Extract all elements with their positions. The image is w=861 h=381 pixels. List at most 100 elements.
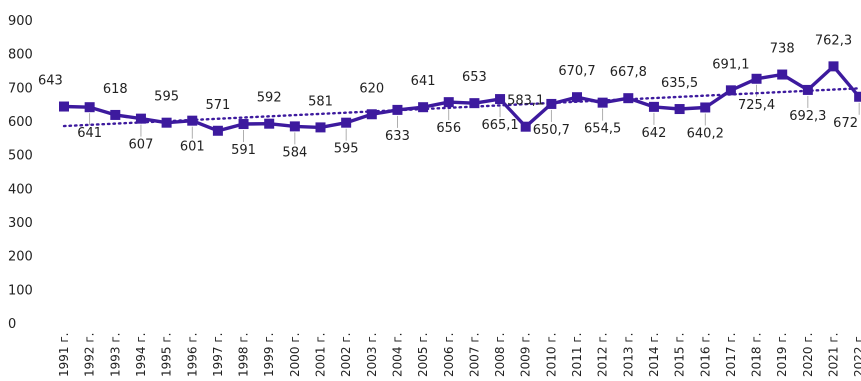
x-tick-label: 1993 г. xyxy=(108,333,122,377)
data-point xyxy=(238,119,249,130)
data-label: 725,4 xyxy=(738,98,775,113)
data-point xyxy=(828,61,839,72)
data-point xyxy=(469,98,480,109)
data-label: 670,7 xyxy=(558,64,595,79)
data-label: 641 xyxy=(411,74,436,89)
data-label: 762,3 xyxy=(815,33,852,48)
y-tick-label: 700 xyxy=(8,81,33,96)
data-label: 642 xyxy=(642,126,667,141)
data-label: 595 xyxy=(334,142,359,157)
data-label: 691,1 xyxy=(712,57,749,72)
data-label: 665,1 xyxy=(481,118,518,133)
data-point xyxy=(546,98,557,109)
series-markers xyxy=(59,61,861,136)
data-point xyxy=(572,92,582,103)
x-tick-label: 2011 г. xyxy=(570,333,584,377)
data-point xyxy=(623,93,634,104)
x-tick-label: 2009 г. xyxy=(519,333,533,377)
x-tick-label: 2004 г. xyxy=(390,333,404,377)
data-point xyxy=(392,104,403,115)
x-tick-label: 1991 г. xyxy=(57,333,71,377)
y-tick-label: 300 xyxy=(8,216,33,231)
x-tick-label: 2003 г. xyxy=(365,333,379,377)
y-tick-label: 400 xyxy=(8,182,33,197)
data-point xyxy=(495,94,506,105)
y-tick-label: 0 xyxy=(8,317,16,332)
data-label: 583,1 xyxy=(507,94,544,109)
x-tick-label: 2016 г. xyxy=(698,333,712,377)
y-tick-label: 900 xyxy=(8,14,33,29)
label-leader-lines xyxy=(89,84,860,145)
x-tick-label: 2000 г. xyxy=(288,333,302,377)
data-point xyxy=(854,91,861,102)
data-label: 654,5 xyxy=(584,122,621,137)
data-label: 656 xyxy=(436,121,461,136)
y-tick-label: 100 xyxy=(8,283,33,298)
data-label: 643 xyxy=(38,74,63,89)
x-tick-label: 1997 г. xyxy=(211,333,225,377)
data-point xyxy=(289,121,300,132)
y-tick-label: 800 xyxy=(8,48,33,63)
x-tick-label: 2021 г. xyxy=(827,333,841,377)
x-tick-label: 1994 г. xyxy=(134,333,148,377)
data-point xyxy=(84,102,95,113)
data-point xyxy=(187,115,198,126)
data-point xyxy=(802,84,813,95)
x-tick-label: 2019 г. xyxy=(775,333,789,377)
data-label: 620 xyxy=(359,81,384,96)
data-label: 595 xyxy=(154,90,179,105)
x-tick-label: 2012 г. xyxy=(596,333,610,377)
data-label: 633 xyxy=(385,129,410,144)
data-labels: 643 641 618 607 595 601 571 591 592 584 581 595 620 6… xyxy=(38,33,858,160)
x-tick-label: 1995 г. xyxy=(160,333,174,377)
y-tick-label: 200 xyxy=(8,250,33,265)
x-tick-label: 2006 г. xyxy=(442,333,456,377)
data-point xyxy=(212,125,223,136)
data-point xyxy=(751,73,762,84)
y-axis-ticks: 0 100 200 300 400 500 600 700 800 900 xyxy=(8,14,33,332)
data-label: 607 xyxy=(129,138,154,153)
data-point xyxy=(777,69,788,80)
x-tick-label: 2005 г. xyxy=(416,333,430,377)
x-tick-label: 2018 г. xyxy=(750,333,764,377)
data-label: 641 xyxy=(77,126,102,141)
data-point xyxy=(674,104,685,115)
x-tick-label: 2015 г. xyxy=(673,333,687,377)
data-label: 584 xyxy=(282,145,307,160)
data-point xyxy=(597,97,608,108)
data-point xyxy=(110,109,121,120)
data-label: 672 xyxy=(833,116,858,131)
x-tick-label: 2002 г. xyxy=(339,333,353,377)
x-tick-label: 1996 г. xyxy=(185,333,199,377)
data-point xyxy=(264,118,275,129)
data-label: 653 xyxy=(462,70,487,85)
x-tick-label: 2014 г. xyxy=(647,333,661,377)
data-point xyxy=(135,113,146,124)
data-label: 640,2 xyxy=(687,126,724,141)
x-tick-label: 2017 г. xyxy=(724,333,738,377)
data-point xyxy=(341,117,352,128)
data-point xyxy=(520,121,531,132)
x-tick-label: 2001 г. xyxy=(314,333,328,377)
data-label: 650,7 xyxy=(533,123,570,138)
data-label: 667,8 xyxy=(610,65,647,80)
data-label: 571 xyxy=(205,98,230,113)
data-point xyxy=(161,117,172,128)
data-label: 618 xyxy=(103,82,128,97)
x-tick-label: 2013 г. xyxy=(621,333,635,377)
y-tick-label: 600 xyxy=(8,115,33,130)
data-label: 601 xyxy=(180,140,205,155)
data-label: 591 xyxy=(231,143,256,158)
data-point xyxy=(725,85,736,96)
data-label: 592 xyxy=(257,91,282,106)
data-point xyxy=(443,97,454,108)
x-axis-ticks: 1991 г. 1992 г. 1993 г. 1994 г. 1995 г. 1996 … xyxy=(57,333,861,377)
x-tick-label: 2010 г. xyxy=(544,333,558,377)
x-tick-label: 2022 г. xyxy=(852,333,861,377)
y-tick-label: 500 xyxy=(8,149,33,164)
data-label: 581 xyxy=(308,94,333,109)
data-point xyxy=(648,101,659,112)
data-point xyxy=(418,102,429,113)
x-tick-label: 1998 г. xyxy=(237,333,251,377)
